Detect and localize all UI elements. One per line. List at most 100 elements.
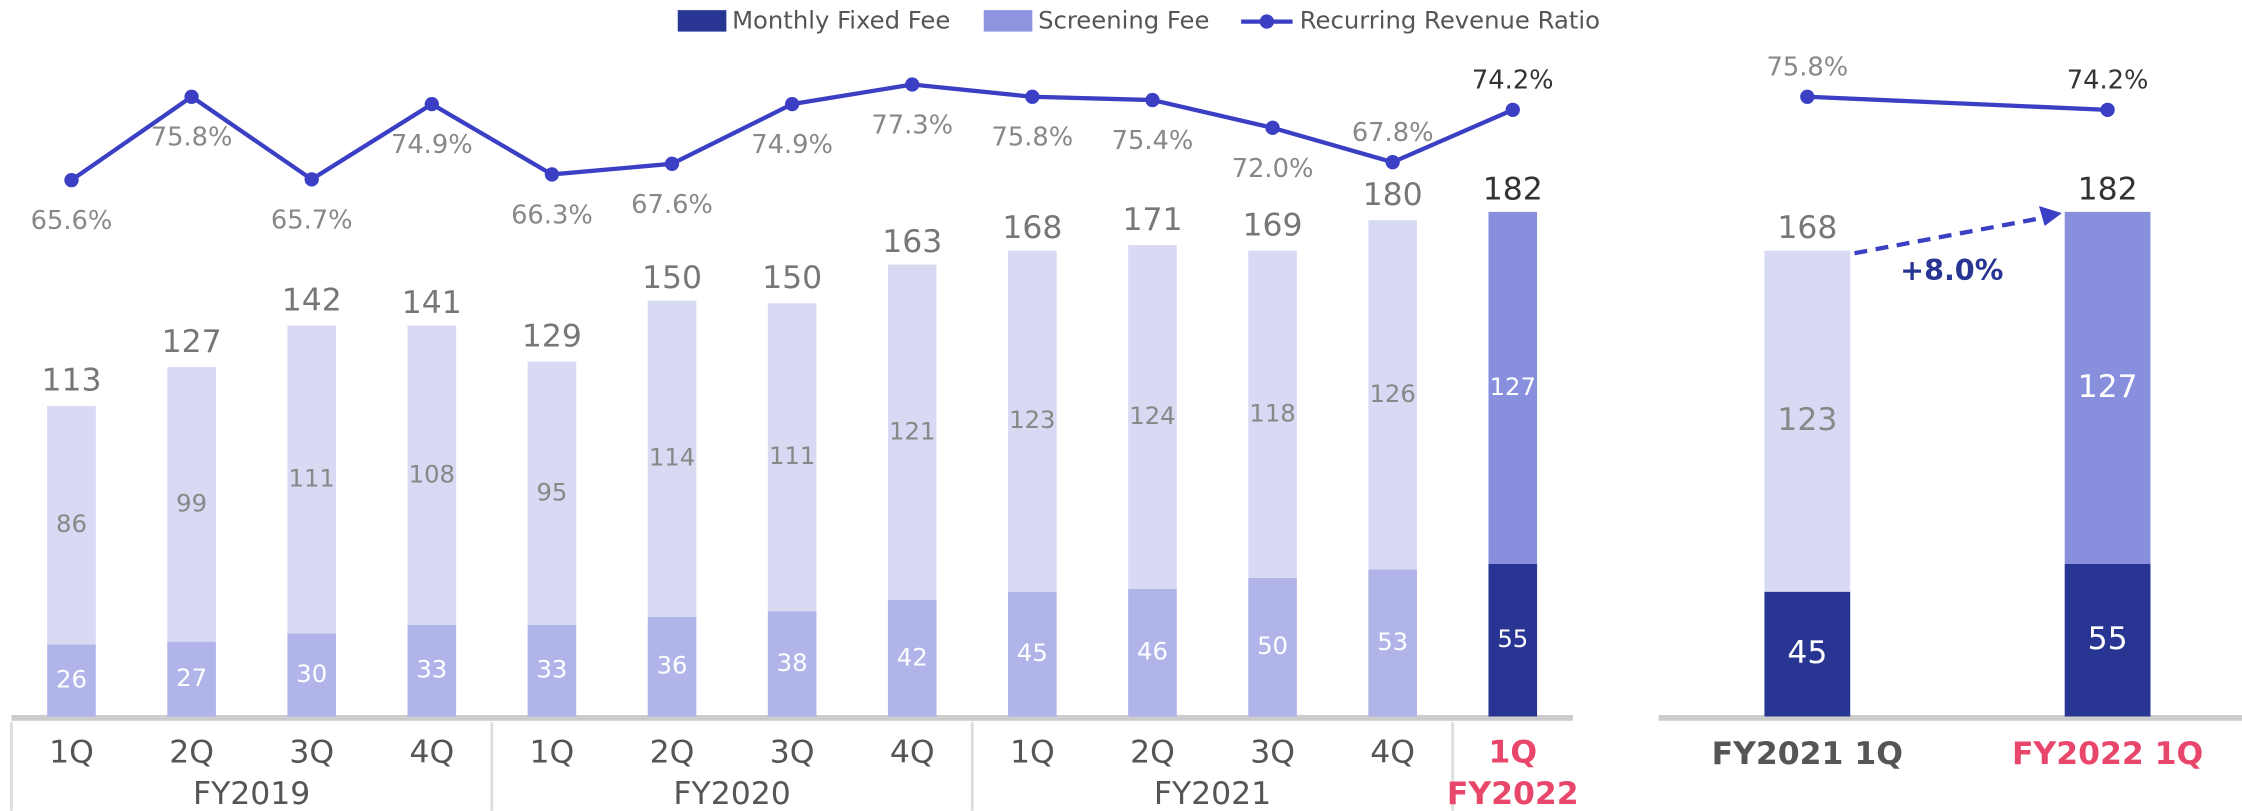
bar-segment bbox=[767, 611, 817, 717]
total-label: 163 bbox=[882, 224, 942, 260]
total-label: 150 bbox=[762, 260, 822, 296]
total-label: 169 bbox=[1243, 207, 1303, 243]
x-tick-label: 4Q bbox=[890, 735, 935, 771]
x-tick-label: FY2022 1Q bbox=[2012, 736, 2203, 772]
total-label: 150 bbox=[642, 260, 702, 296]
bar-segment bbox=[1128, 588, 1177, 717]
bar-segment bbox=[767, 303, 817, 612]
ratio-label: 72.0% bbox=[1232, 154, 1314, 184]
legend-swatch bbox=[677, 10, 727, 32]
segment-label: 36 bbox=[657, 651, 688, 680]
total-label: 168 bbox=[1002, 210, 1062, 246]
segment-label: 45 bbox=[1017, 638, 1048, 667]
ratio-point bbox=[184, 89, 199, 104]
group-label: FY2019 bbox=[193, 776, 310, 811]
ratio-label: 75.4% bbox=[1112, 126, 1194, 156]
bar-segment bbox=[1008, 250, 1057, 592]
ratio-point bbox=[2100, 102, 2115, 117]
segment-label: 123 bbox=[1009, 405, 1055, 434]
ratio-label: 77.3% bbox=[871, 110, 953, 140]
bar-segment bbox=[527, 624, 577, 717]
bar-segment bbox=[2064, 563, 2151, 717]
segment-label: 121 bbox=[889, 416, 935, 445]
ratio-point bbox=[664, 156, 680, 171]
segment-label: 108 bbox=[409, 459, 455, 488]
x-tick-label: 3Q bbox=[289, 735, 334, 771]
x-tick-label: 1Q bbox=[1010, 735, 1055, 771]
x-tick-label: 3Q bbox=[770, 735, 815, 771]
segment-label: 55 bbox=[2088, 621, 2128, 657]
segment-label: 33 bbox=[536, 655, 567, 684]
segment-label: 46 bbox=[1137, 637, 1168, 666]
ratio-point bbox=[1385, 155, 1400, 170]
segment-label: 127 bbox=[1490, 372, 1536, 401]
legend-label: Monthly Fixed Fee bbox=[732, 6, 950, 35]
segment-label: 111 bbox=[289, 463, 335, 492]
ratio-point bbox=[1265, 120, 1280, 135]
segment-label: 124 bbox=[1129, 401, 1175, 430]
x-tick-label: 2Q bbox=[169, 735, 214, 771]
ratio-point bbox=[64, 173, 79, 188]
group-label: FY2021 bbox=[1154, 776, 1271, 811]
segment-label: 26 bbox=[56, 664, 87, 693]
total-label: 142 bbox=[282, 282, 342, 318]
segment-label: 123 bbox=[1777, 402, 1837, 438]
total-label: 168 bbox=[1777, 210, 1837, 246]
bar-segment bbox=[647, 616, 697, 717]
ratio-point bbox=[1505, 102, 1520, 117]
ratio-label: 74.2% bbox=[2067, 66, 2149, 96]
x-tick-label: 1Q bbox=[49, 735, 94, 771]
legend-label: Recurring Revenue Ratio bbox=[1300, 6, 1600, 35]
bar-segment bbox=[287, 633, 337, 717]
arrow-head bbox=[2038, 206, 2062, 227]
segment-label: 55 bbox=[1497, 624, 1528, 653]
ratio-point bbox=[1145, 92, 1160, 108]
ratio-label: 67.6% bbox=[631, 190, 713, 220]
ratio-label: 75.8% bbox=[991, 123, 1073, 153]
bar-segment bbox=[287, 325, 337, 634]
segment-label: 111 bbox=[769, 441, 815, 470]
bar-segment bbox=[647, 300, 697, 617]
ratio-label: 67.8% bbox=[1352, 118, 1434, 148]
ratio-label: 75.8% bbox=[1766, 53, 1848, 83]
group-label: FY2020 bbox=[673, 776, 790, 811]
x-tick-label: 2Q bbox=[650, 735, 695, 771]
bar-segment bbox=[1488, 211, 1538, 564]
ratio-label: 74.9% bbox=[751, 130, 833, 160]
ratio-point bbox=[1800, 89, 1815, 104]
bar-segment bbox=[887, 600, 937, 717]
x-tick-label: 4Q bbox=[1370, 735, 1415, 771]
ratio-label: 74.9% bbox=[391, 130, 473, 160]
ratio-label: 74.2% bbox=[1472, 66, 1554, 96]
segment-label: 30 bbox=[296, 659, 327, 688]
bar-segment bbox=[1008, 591, 1057, 717]
ratio-label: 75.8% bbox=[151, 123, 233, 153]
total-label: 129 bbox=[522, 318, 582, 354]
bar-segment bbox=[1368, 220, 1417, 570]
segment-label: 127 bbox=[2078, 369, 2138, 405]
bar-segment bbox=[167, 367, 216, 642]
segment-label: 86 bbox=[56, 509, 87, 538]
total-label: 113 bbox=[41, 363, 101, 399]
segment-label: 33 bbox=[416, 655, 447, 684]
bar-segment bbox=[1764, 250, 1851, 592]
total-label: 182 bbox=[2078, 171, 2138, 207]
total-label: 171 bbox=[1122, 202, 1182, 238]
bar-segment bbox=[1368, 569, 1417, 717]
ratio-point bbox=[1025, 89, 1040, 104]
total-label: 141 bbox=[402, 285, 462, 321]
legend-swatch bbox=[983, 10, 1033, 32]
total-label: 182 bbox=[1483, 171, 1543, 207]
x-tick-label: 2Q bbox=[1130, 735, 1175, 771]
x-tick-label: 4Q bbox=[409, 735, 454, 771]
ratio-label: 65.6% bbox=[31, 206, 113, 236]
segment-label: 126 bbox=[1369, 379, 1415, 408]
segment-label: 42 bbox=[897, 642, 928, 671]
ratio-point bbox=[424, 96, 439, 112]
bar-segment bbox=[1248, 250, 1297, 578]
x-tick-label: FY2021 1Q bbox=[1712, 736, 1903, 772]
bar-segment bbox=[1764, 591, 1851, 717]
x-tick-label: 1Q bbox=[1488, 735, 1537, 771]
ratio-point bbox=[905, 77, 920, 92]
